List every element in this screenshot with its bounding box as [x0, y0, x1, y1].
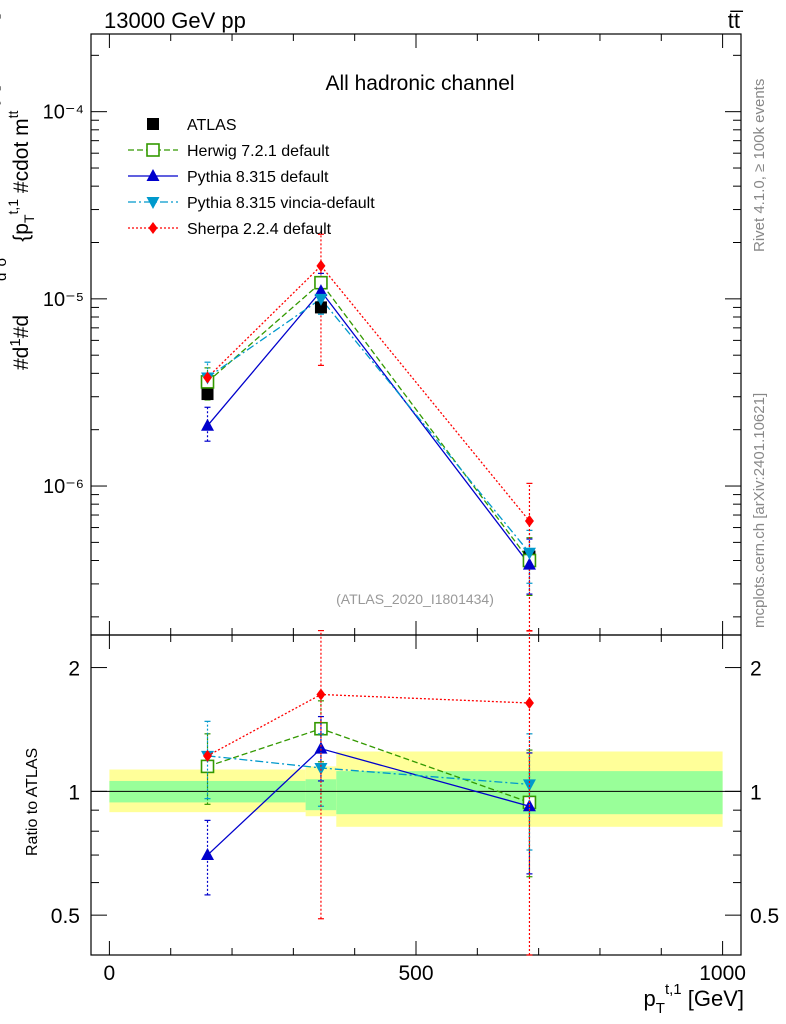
x-tick-label: 0: [104, 962, 116, 985]
y-tick-label: 10⁻⁵: [43, 289, 84, 311]
rivet-label: Rivet 4.1.0, ≥ 100k events: [751, 79, 768, 252]
x-axis-label-text: pTt,1 [GeV]: [644, 981, 744, 1017]
legend-label: Pythia 8.315 vincia-default: [187, 195, 375, 212]
main-point-1: [522, 557, 536, 570]
legend-label: Pythia 8.315 default: [187, 169, 329, 186]
ratio-y-label: Ratio to ATLAS: [24, 748, 41, 856]
legend-marker: [148, 222, 158, 234]
legend: ATLAS Herwig 7.2.1 default Pythia 8.315 de…: [128, 117, 375, 238]
ratio-tick-label-right: 2: [750, 658, 762, 681]
y-axis-label-text: #d1#dd2σfid {pTt,1 #cdot mtt } [1/GeV2]: [0, 13, 37, 370]
ratio-point-3: [316, 688, 326, 701]
main-point-1: [314, 284, 328, 297]
main-point-3: [316, 259, 326, 272]
main-point-1: [201, 418, 215, 431]
main-line-1: [207, 290, 530, 566]
y-axis-label: #d1#dd2σfid {pTt,1 #cdot mtt } [1/GeV2]: [0, 13, 37, 370]
ratio-tick-label-left: 0.5: [51, 905, 80, 928]
y-tick-label: 10⁻⁴: [43, 102, 84, 124]
ratio-tick-label-left: 2: [68, 658, 80, 681]
atlas-point: [201, 388, 214, 401]
ratio-point-1: [314, 741, 328, 754]
legend-label: Sherpa 2.2.4 default: [187, 221, 332, 238]
legend-label: ATLAS: [187, 117, 237, 134]
main-line-3: [207, 264, 530, 522]
chart-title: All hadronic channel: [325, 72, 514, 95]
header-left: 13000 GeV pp: [104, 8, 246, 33]
x-tick-label: 500: [398, 962, 433, 985]
main-line-0: [207, 281, 530, 561]
legend-marker: [147, 118, 159, 130]
ratio-tick-label-right: 1: [750, 781, 762, 804]
main-line-2: [207, 297, 530, 554]
header-right: tt̅: [728, 8, 744, 33]
y-tick-label: 10⁻⁶: [43, 476, 84, 498]
ratio-series: [200, 629, 537, 956]
legend-label: Herwig 7.2.1 default: [187, 143, 330, 160]
legend-marker: [146, 197, 160, 209]
main-point-2: [522, 547, 536, 560]
ratio-line-3: [207, 693, 530, 757]
main-point-2: [314, 293, 328, 306]
ratio-tick-label-left: 1: [68, 781, 80, 804]
axis-ticks: 0 500 1000 10⁻⁶ 10⁻⁵ 10⁻⁴ 0.5 0.5 1 1 2 2: [43, 34, 779, 985]
ratio-point-1: [201, 848, 215, 861]
analysis-id: (ATLAS_2020_I1801434): [336, 591, 494, 607]
ratio-point-3: [524, 697, 534, 710]
main-point-3: [203, 371, 213, 384]
ratio-point-3: [203, 749, 213, 762]
atlas-point: [314, 301, 327, 314]
mcplots-label: mcplots.cern.ch [arXiv:2401.10621]: [751, 393, 768, 628]
legend-marker: [146, 169, 160, 181]
ratio-tick-label-right: 0.5: [750, 905, 779, 928]
main-point-3: [524, 515, 534, 528]
x-tick-label: 1000: [699, 962, 746, 985]
x-axis-label: pTt,1 [GeV]: [644, 981, 744, 1017]
main-series: [200, 233, 537, 632]
legend-marker: [146, 143, 160, 157]
